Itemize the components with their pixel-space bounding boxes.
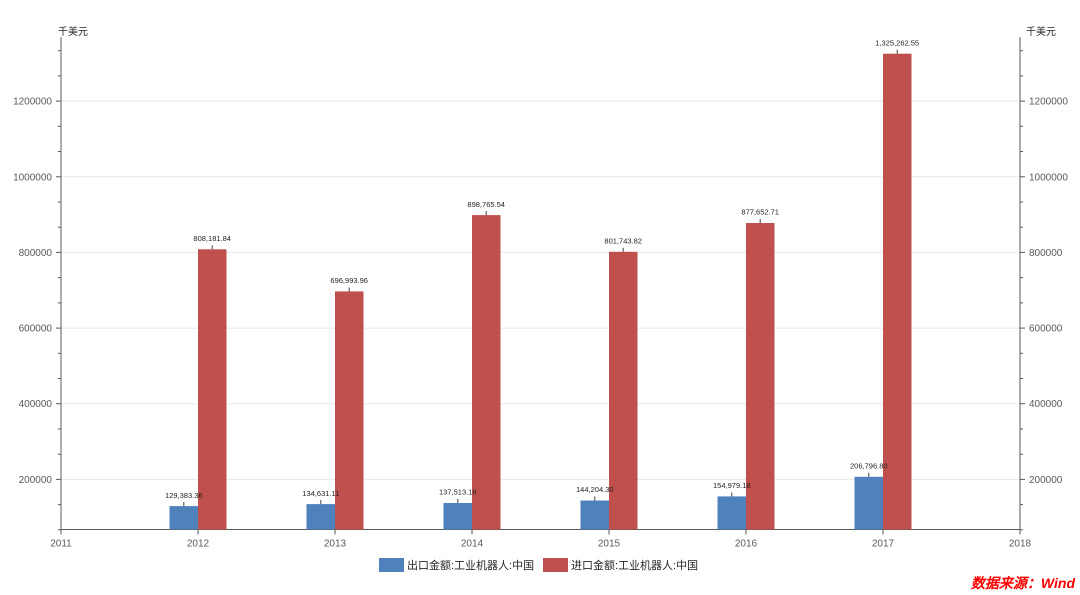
svg-text:200000: 200000 (1029, 475, 1063, 486)
svg-text:600000: 600000 (1029, 324, 1063, 335)
svg-text:2015: 2015 (598, 539, 621, 550)
svg-text:2013: 2013 (324, 539, 347, 550)
svg-text:2017: 2017 (872, 539, 895, 550)
svg-text:808,181.84: 808,181.84 (193, 234, 231, 243)
svg-text:877,652.71: 877,652.71 (741, 208, 779, 217)
svg-text:600000: 600000 (19, 324, 53, 335)
svg-text:137,513.16: 137,513.16 (439, 488, 477, 497)
svg-text:1000000: 1000000 (1029, 172, 1068, 183)
svg-text:进口金额:工业机器人:中国: 进口金额:工业机器人:中国 (571, 558, 698, 572)
svg-text:出口金额:工业机器人:中国: 出口金额:工业机器人:中国 (407, 558, 534, 572)
svg-text:696,993.96: 696,993.96 (330, 276, 368, 285)
svg-text:800000: 800000 (19, 248, 53, 259)
svg-text:千美元: 千美元 (58, 25, 88, 38)
svg-text:898,765.54: 898,765.54 (467, 200, 505, 209)
svg-text:400000: 400000 (1029, 399, 1063, 410)
svg-text:2012: 2012 (187, 539, 210, 550)
svg-text:1200000: 1200000 (13, 97, 52, 108)
svg-text:2014: 2014 (461, 539, 484, 550)
svg-text:2016: 2016 (735, 539, 758, 550)
svg-text:1000000: 1000000 (13, 172, 52, 183)
svg-text:154,979.18: 154,979.18 (713, 481, 751, 490)
svg-text:129,383.36: 129,383.36 (165, 491, 203, 500)
svg-text:800000: 800000 (1029, 248, 1063, 259)
svg-text:1,325,262.55: 1,325,262.55 (875, 38, 919, 47)
svg-text:206,796.80: 206,796.80 (850, 462, 888, 471)
svg-text:1200000: 1200000 (1029, 97, 1068, 108)
svg-text:千美元: 千美元 (1026, 25, 1056, 38)
svg-text:200000: 200000 (19, 475, 53, 486)
svg-text:144,204.30: 144,204.30 (576, 485, 614, 494)
svg-text:801,743.82: 801,743.82 (604, 237, 642, 246)
svg-text:2011: 2011 (50, 539, 72, 550)
svg-text:400000: 400000 (19, 399, 53, 410)
svg-text:2018: 2018 (1009, 539, 1032, 550)
svg-text:134,631.11: 134,631.11 (302, 489, 339, 498)
